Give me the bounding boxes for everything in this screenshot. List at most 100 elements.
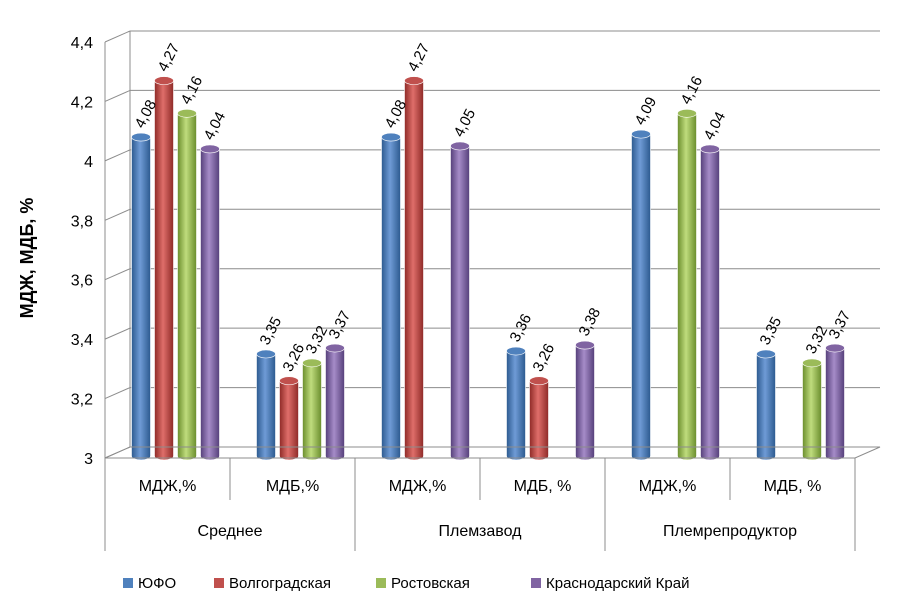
bar-body	[700, 144, 720, 461]
bar	[325, 343, 345, 461]
legend-item: ЮФО	[123, 575, 176, 592]
y-tick-label: 4	[84, 154, 93, 171]
bar-top	[575, 340, 595, 350]
bar	[302, 358, 322, 461]
x-tick-label: МДЖ,%	[639, 478, 697, 495]
y-tick-label: 3,6	[71, 273, 93, 290]
y-tick-label: 3,8	[71, 213, 93, 230]
bar	[802, 358, 822, 461]
bar-body	[631, 129, 651, 461]
legend-swatch	[214, 578, 224, 588]
y-tick-label: 3,2	[71, 392, 93, 409]
bar-body	[575, 340, 595, 461]
axis-layer: 3 3,2 3,4 3,6 3,8 4 4,2 4,4 МДЖ,% МДБ,% МДЖ,% МДБ, …	[71, 35, 881, 551]
bar	[575, 340, 595, 461]
bar-top	[802, 358, 822, 368]
data-label: 4,09	[632, 94, 661, 128]
bar-body	[529, 376, 549, 461]
bar	[700, 144, 720, 461]
bar-body	[802, 358, 822, 461]
bar	[825, 343, 845, 461]
x-tick-label: МДБ,%	[266, 478, 319, 495]
bar-body	[381, 132, 401, 461]
legend-swatch	[123, 578, 133, 588]
bar-body	[677, 109, 697, 461]
x-tick-label: МДБ, %	[514, 478, 572, 495]
data-label: 4,27	[405, 41, 434, 75]
gridline-side	[104, 387, 131, 400]
x-tick-label: МДЖ,%	[139, 478, 197, 495]
bar	[200, 144, 220, 461]
legend-label: Краснодарский Край	[546, 575, 689, 592]
data-label: 4,04	[701, 109, 730, 143]
data-label: 4,05	[451, 106, 480, 140]
data-label: 3,26	[530, 341, 559, 375]
bar-top	[825, 343, 845, 353]
gridline-side	[104, 89, 131, 102]
bar-top	[506, 346, 526, 356]
data-label: 4,04	[201, 109, 230, 143]
bar	[381, 132, 401, 461]
bar-top	[279, 376, 299, 386]
data-label: 4,27	[155, 41, 184, 75]
bar	[450, 141, 470, 461]
bar-body	[177, 109, 197, 461]
legend-swatch	[531, 578, 541, 588]
bar-top	[700, 144, 720, 154]
bar-body	[756, 349, 776, 461]
y-tick-label: 4,2	[71, 94, 93, 111]
y-tick-label: 3,4	[71, 332, 93, 349]
y-axis-title: МДЖ, МДБ, %	[17, 198, 37, 319]
grid-layer	[104, 30, 880, 459]
bar-body	[506, 346, 526, 461]
bar	[154, 76, 174, 461]
x-group-label: Племзавод	[439, 523, 523, 540]
bar	[279, 376, 299, 461]
y-tick-label: 3	[84, 451, 93, 468]
bar-top	[177, 109, 197, 118]
bar	[177, 109, 197, 461]
x-tick-label: МДЖ,%	[389, 478, 447, 495]
x-group-label: Среднее	[198, 523, 263, 540]
bar-top	[302, 358, 322, 368]
legend-label: Ростовская	[391, 575, 470, 592]
bar-body	[200, 144, 220, 461]
gridline-side	[104, 208, 131, 221]
bar-body	[154, 76, 174, 461]
bar-body	[325, 343, 345, 461]
data-label: 3,35	[257, 314, 286, 348]
data-label: 3,38	[576, 305, 605, 339]
legend-swatch	[376, 578, 386, 588]
bar-top	[200, 144, 220, 154]
x-group-label: Племрепродуктор	[663, 523, 797, 540]
bar-top	[381, 132, 401, 142]
bar	[404, 76, 424, 461]
bar	[529, 376, 549, 461]
bar-top	[450, 141, 470, 151]
bar-body	[279, 376, 299, 461]
gridline-side	[104, 268, 131, 281]
bar-top	[756, 349, 776, 359]
x-tick-label: МДБ, %	[764, 478, 822, 495]
bar-top	[131, 132, 151, 142]
bar	[131, 132, 151, 461]
legend-item: Волгоградская	[214, 575, 331, 592]
bar-body	[450, 141, 470, 461]
bar	[677, 109, 697, 461]
bar	[506, 346, 526, 461]
bar-top	[631, 129, 651, 139]
data-label: 3,35	[757, 314, 786, 348]
bar-body	[256, 349, 276, 461]
legend: ЮФО Волгоградская Ростовская Краснодарский …	[123, 575, 689, 592]
gridline-side	[104, 30, 131, 43]
y-tick-label: 4,4	[71, 35, 93, 52]
bars-layer	[131, 76, 845, 461]
data-label: 3,37	[826, 308, 855, 342]
bar	[256, 349, 276, 461]
bar-top	[529, 376, 549, 386]
gridline-side	[104, 149, 131, 162]
bar-body	[302, 358, 322, 461]
legend-label: Волгоградская	[229, 575, 331, 592]
legend-item: Краснодарский Край	[531, 575, 689, 592]
